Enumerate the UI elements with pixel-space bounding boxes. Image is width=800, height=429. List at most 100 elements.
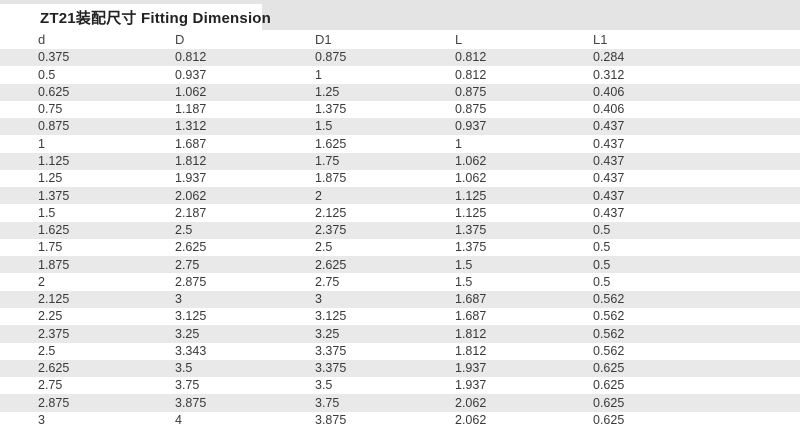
table-row: 2 2.875 2.75 1.5 0.5: [0, 273, 800, 291]
cell: 2.25: [38, 309, 63, 324]
column-header: L: [455, 30, 593, 49]
cell: 1.5: [455, 274, 473, 289]
header-row: d D D1 L L1: [0, 30, 800, 49]
table-row: 1.5 2.187 2.125 1.125 0.437: [0, 204, 800, 222]
cell: 3.75: [175, 378, 200, 393]
cell: 3.375: [315, 361, 347, 376]
cell: 3.5: [175, 361, 193, 376]
cell: 1.75: [38, 240, 63, 255]
cell: 3.125: [175, 309, 207, 324]
cell: 3.343: [175, 343, 207, 358]
cell: 3: [315, 292, 322, 307]
cell: 0.875: [315, 50, 347, 65]
table-row: 1.875 2.75 2.625 1.5 0.5: [0, 256, 800, 274]
cell: 1.375: [315, 102, 347, 117]
cell: 0.625: [593, 361, 625, 376]
cell: 1.062: [455, 171, 487, 186]
table-row: 2.375 3.25 3.25 1.812 0.562: [0, 325, 800, 343]
cell: 1.375: [455, 223, 487, 238]
cell: 1.875: [38, 257, 70, 272]
cell: 0.437: [593, 136, 625, 151]
cell: 1.062: [455, 153, 487, 168]
cell: 3.75: [315, 395, 340, 410]
cell: 0.437: [593, 171, 625, 186]
cell: 1.687: [455, 292, 487, 307]
cell: 2.875: [38, 395, 70, 410]
cell: 3.875: [315, 412, 347, 427]
column-header: d: [0, 30, 175, 49]
table-row: 0.5 0.937 1 0.812 0.312: [0, 66, 800, 84]
cell: 2.5: [38, 343, 56, 358]
cell: 3.25: [175, 326, 200, 341]
cell: 0.625: [593, 378, 625, 393]
cell: 0.625: [593, 412, 625, 427]
cell: 2: [315, 188, 322, 203]
table-row: 1.625 2.5 2.375 1.375 0.5: [0, 221, 800, 239]
cell: 0.875: [455, 102, 487, 117]
cell: 0.937: [175, 67, 207, 82]
cell: 0.75: [38, 102, 63, 117]
table-row: 0.375 0.812 0.875 0.812 0.284: [0, 49, 800, 67]
fitting-dimension-table: d D D1 L L1 0.375 0.812 0.875 0.812 0.284 0.5 0.93…: [0, 30, 800, 429]
cell: 2: [38, 274, 45, 289]
cell: 0.437: [593, 205, 625, 220]
cell: 2.062: [455, 412, 487, 427]
cell: 1.812: [175, 153, 207, 168]
cell: 0.812: [175, 50, 207, 65]
column-header: D1: [315, 30, 455, 49]
section-title-tab: ZT21装配尺寸 Fitting Dimension: [0, 4, 271, 30]
cell: 0.5: [593, 240, 611, 255]
cell: 2.875: [175, 274, 207, 289]
table-row: 2.875 3.875 3.75 2.062 0.625: [0, 394, 800, 412]
cell: 0.562: [593, 326, 625, 341]
cell: 0.875: [455, 84, 487, 99]
table-row: 1.125 1.812 1.75 1.062 0.437: [0, 152, 800, 170]
cell: 2.75: [38, 378, 63, 393]
cell: 0.437: [593, 119, 625, 134]
cell: 0.5: [593, 257, 611, 272]
cell: 1.687: [455, 309, 487, 324]
cell: 2.75: [315, 274, 340, 289]
cell: 1.5: [315, 119, 333, 134]
cell: 1: [315, 67, 322, 82]
cell: 1.312: [175, 119, 207, 134]
cell: 2.5: [315, 240, 333, 255]
table-row: 0.875 1.312 1.5 0.937 0.437: [0, 118, 800, 136]
cell: 2.625: [315, 257, 347, 272]
cell: 0.625: [38, 84, 70, 99]
cell: 1.25: [315, 84, 340, 99]
cell: 1.5: [38, 205, 56, 220]
cell: 1.812: [455, 326, 487, 341]
cell: 3.875: [175, 395, 207, 410]
table-row: 2.5 3.343 3.375 1.812 0.562: [0, 342, 800, 360]
cell: 3: [175, 292, 182, 307]
cell: 1.375: [38, 188, 70, 203]
cell: 2.625: [38, 361, 70, 376]
cell: 1.125: [455, 205, 487, 220]
cell: 2.625: [175, 240, 207, 255]
cell: 1.625: [38, 223, 70, 238]
cell: 1.5: [455, 257, 473, 272]
cell: 2.062: [455, 395, 487, 410]
cell: 0.5: [593, 274, 611, 289]
tab-bar: ZT21装配尺寸 Fitting Dimension: [0, 0, 800, 30]
cell: 1.937: [455, 361, 487, 376]
column-header: D: [175, 30, 315, 49]
section-title: ZT21装配尺寸 Fitting Dimension: [40, 9, 272, 27]
table-row: 1.75 2.625 2.5 1.375 0.5: [0, 238, 800, 257]
column-header: L1: [593, 30, 800, 49]
cell: 1.062: [175, 84, 207, 99]
table-row: 1.375 2.062 2 1.125 0.437: [0, 187, 800, 205]
cell: 0.406: [593, 84, 625, 99]
table-row: 2.125 3 3 1.687 0.562: [0, 290, 800, 308]
table-row: 0.75 1.187 1.375 0.875 0.406: [0, 100, 800, 119]
cell: 1.937: [455, 378, 487, 393]
table-row: 1 1.687 1.625 1 0.437: [0, 135, 800, 153]
table-row: 2.625 3.5 3.375 1.937 0.625: [0, 359, 800, 378]
cell: 2.187: [175, 205, 207, 220]
cell: 0.375: [38, 50, 70, 65]
cell: 1.125: [455, 188, 487, 203]
cell: 0.625: [593, 395, 625, 410]
table-row: 0.625 1.062 1.25 0.875 0.406: [0, 83, 800, 101]
